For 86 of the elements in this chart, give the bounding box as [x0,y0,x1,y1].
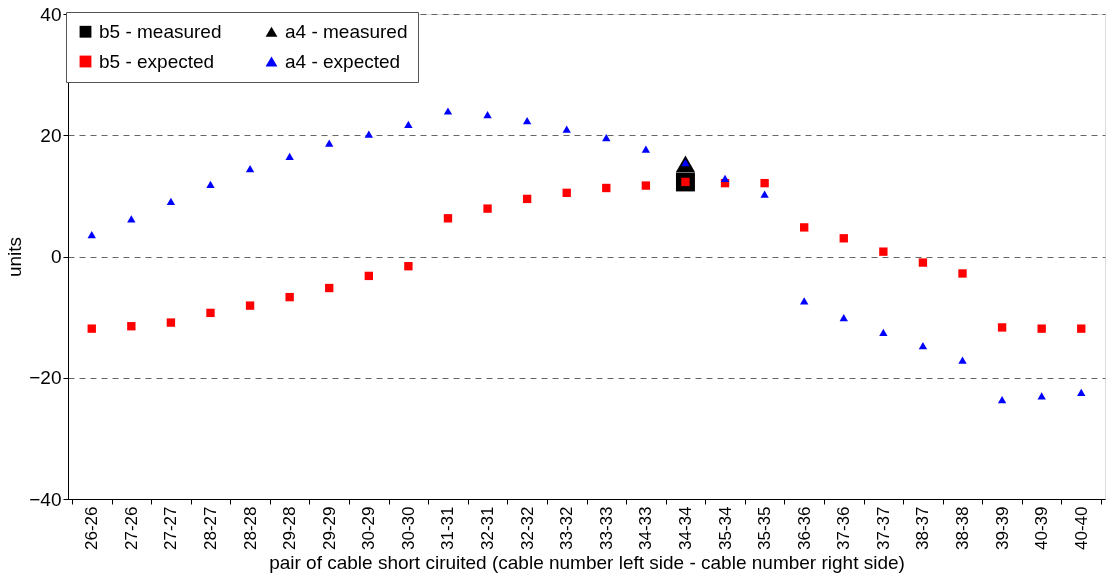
point [443,107,453,115]
point [1037,324,1046,333]
point [760,190,769,198]
point [1077,388,1086,396]
legend-label: b5 - expected [99,50,215,72]
point [483,111,492,119]
legend-label: a4 - expected [285,50,401,72]
point [404,120,413,128]
x-axis-title: pair of cable short ciruited (cable number left side - cable number right side) [269,551,905,573]
point [522,117,532,125]
point [522,194,532,204]
point [918,258,928,267]
point [997,323,1007,332]
x-tick-label: 40-39 [1032,506,1052,550]
x-tick-label: 37-37 [873,506,893,550]
x-tick-label: 33-33 [596,506,616,550]
point [918,342,928,350]
point [285,152,294,161]
x-tick-label: 35-35 [755,506,775,550]
point [839,314,848,322]
point [127,322,136,331]
point [245,301,255,310]
x-tick-label: 33-32 [557,506,577,550]
point [879,328,888,336]
x-tick-label: 40-40 [1071,506,1091,550]
y-tick-label: 20 [40,124,62,146]
point [720,174,730,182]
point [562,125,571,133]
x-tick-label: 26-26 [82,506,102,550]
point [641,181,651,190]
point [325,139,334,147]
point [997,395,1007,404]
x-tick-label: 29-28 [280,506,300,550]
legend-label: b5 - measured [99,20,222,42]
x-tick-label: 30-30 [398,506,418,550]
point [87,231,96,239]
x-tick-label: 27-26 [121,506,141,550]
x-tick-label: 27-27 [161,506,181,550]
point [166,197,176,205]
y-tick-label: 0 [50,246,62,267]
point [364,271,373,281]
y-axis-title: units [4,236,26,278]
point [87,324,96,333]
y-tick-label: −40 [29,488,62,510]
point [602,134,611,142]
point [166,318,176,327]
point [206,308,215,318]
x-tick-label: 35-34 [715,506,735,550]
point [245,164,255,173]
point [800,223,809,232]
x-tick-label: 34-33 [636,506,656,550]
point [958,269,967,278]
point [483,204,492,213]
y-tick-label: 40 [40,3,62,25]
point [1077,324,1086,333]
y-tick-label: −20 [29,367,62,389]
point [285,292,294,302]
point [364,130,373,138]
x-tick-label: 28-28 [240,506,260,550]
point [562,188,571,198]
point [443,214,453,223]
x-tick-label: 29-29 [319,506,339,550]
point [1037,392,1046,400]
x-tick-label: 37-36 [834,506,854,550]
point [641,145,651,153]
x-tick-label: 39-39 [992,506,1012,550]
point [879,247,888,256]
point [958,356,967,364]
x-tick-label: 36-36 [794,506,814,550]
point [404,262,413,271]
legend-label: a4 - measured [285,20,408,42]
x-tick-label: 28-27 [200,506,220,550]
point [760,178,769,188]
point [800,297,809,305]
point [206,180,215,188]
point [602,183,611,193]
point [325,283,334,293]
x-tick-label: 30-29 [359,506,379,550]
point [127,215,136,223]
x-tick-label: 38-38 [953,506,973,550]
x-tick-label: 32-32 [517,506,537,550]
x-tick-label: 38-37 [913,506,933,550]
x-tick-label: 32-31 [478,506,498,550]
x-tick-label: 34-34 [675,506,695,550]
x-tick-label: 31-31 [438,506,458,550]
point [839,234,848,243]
